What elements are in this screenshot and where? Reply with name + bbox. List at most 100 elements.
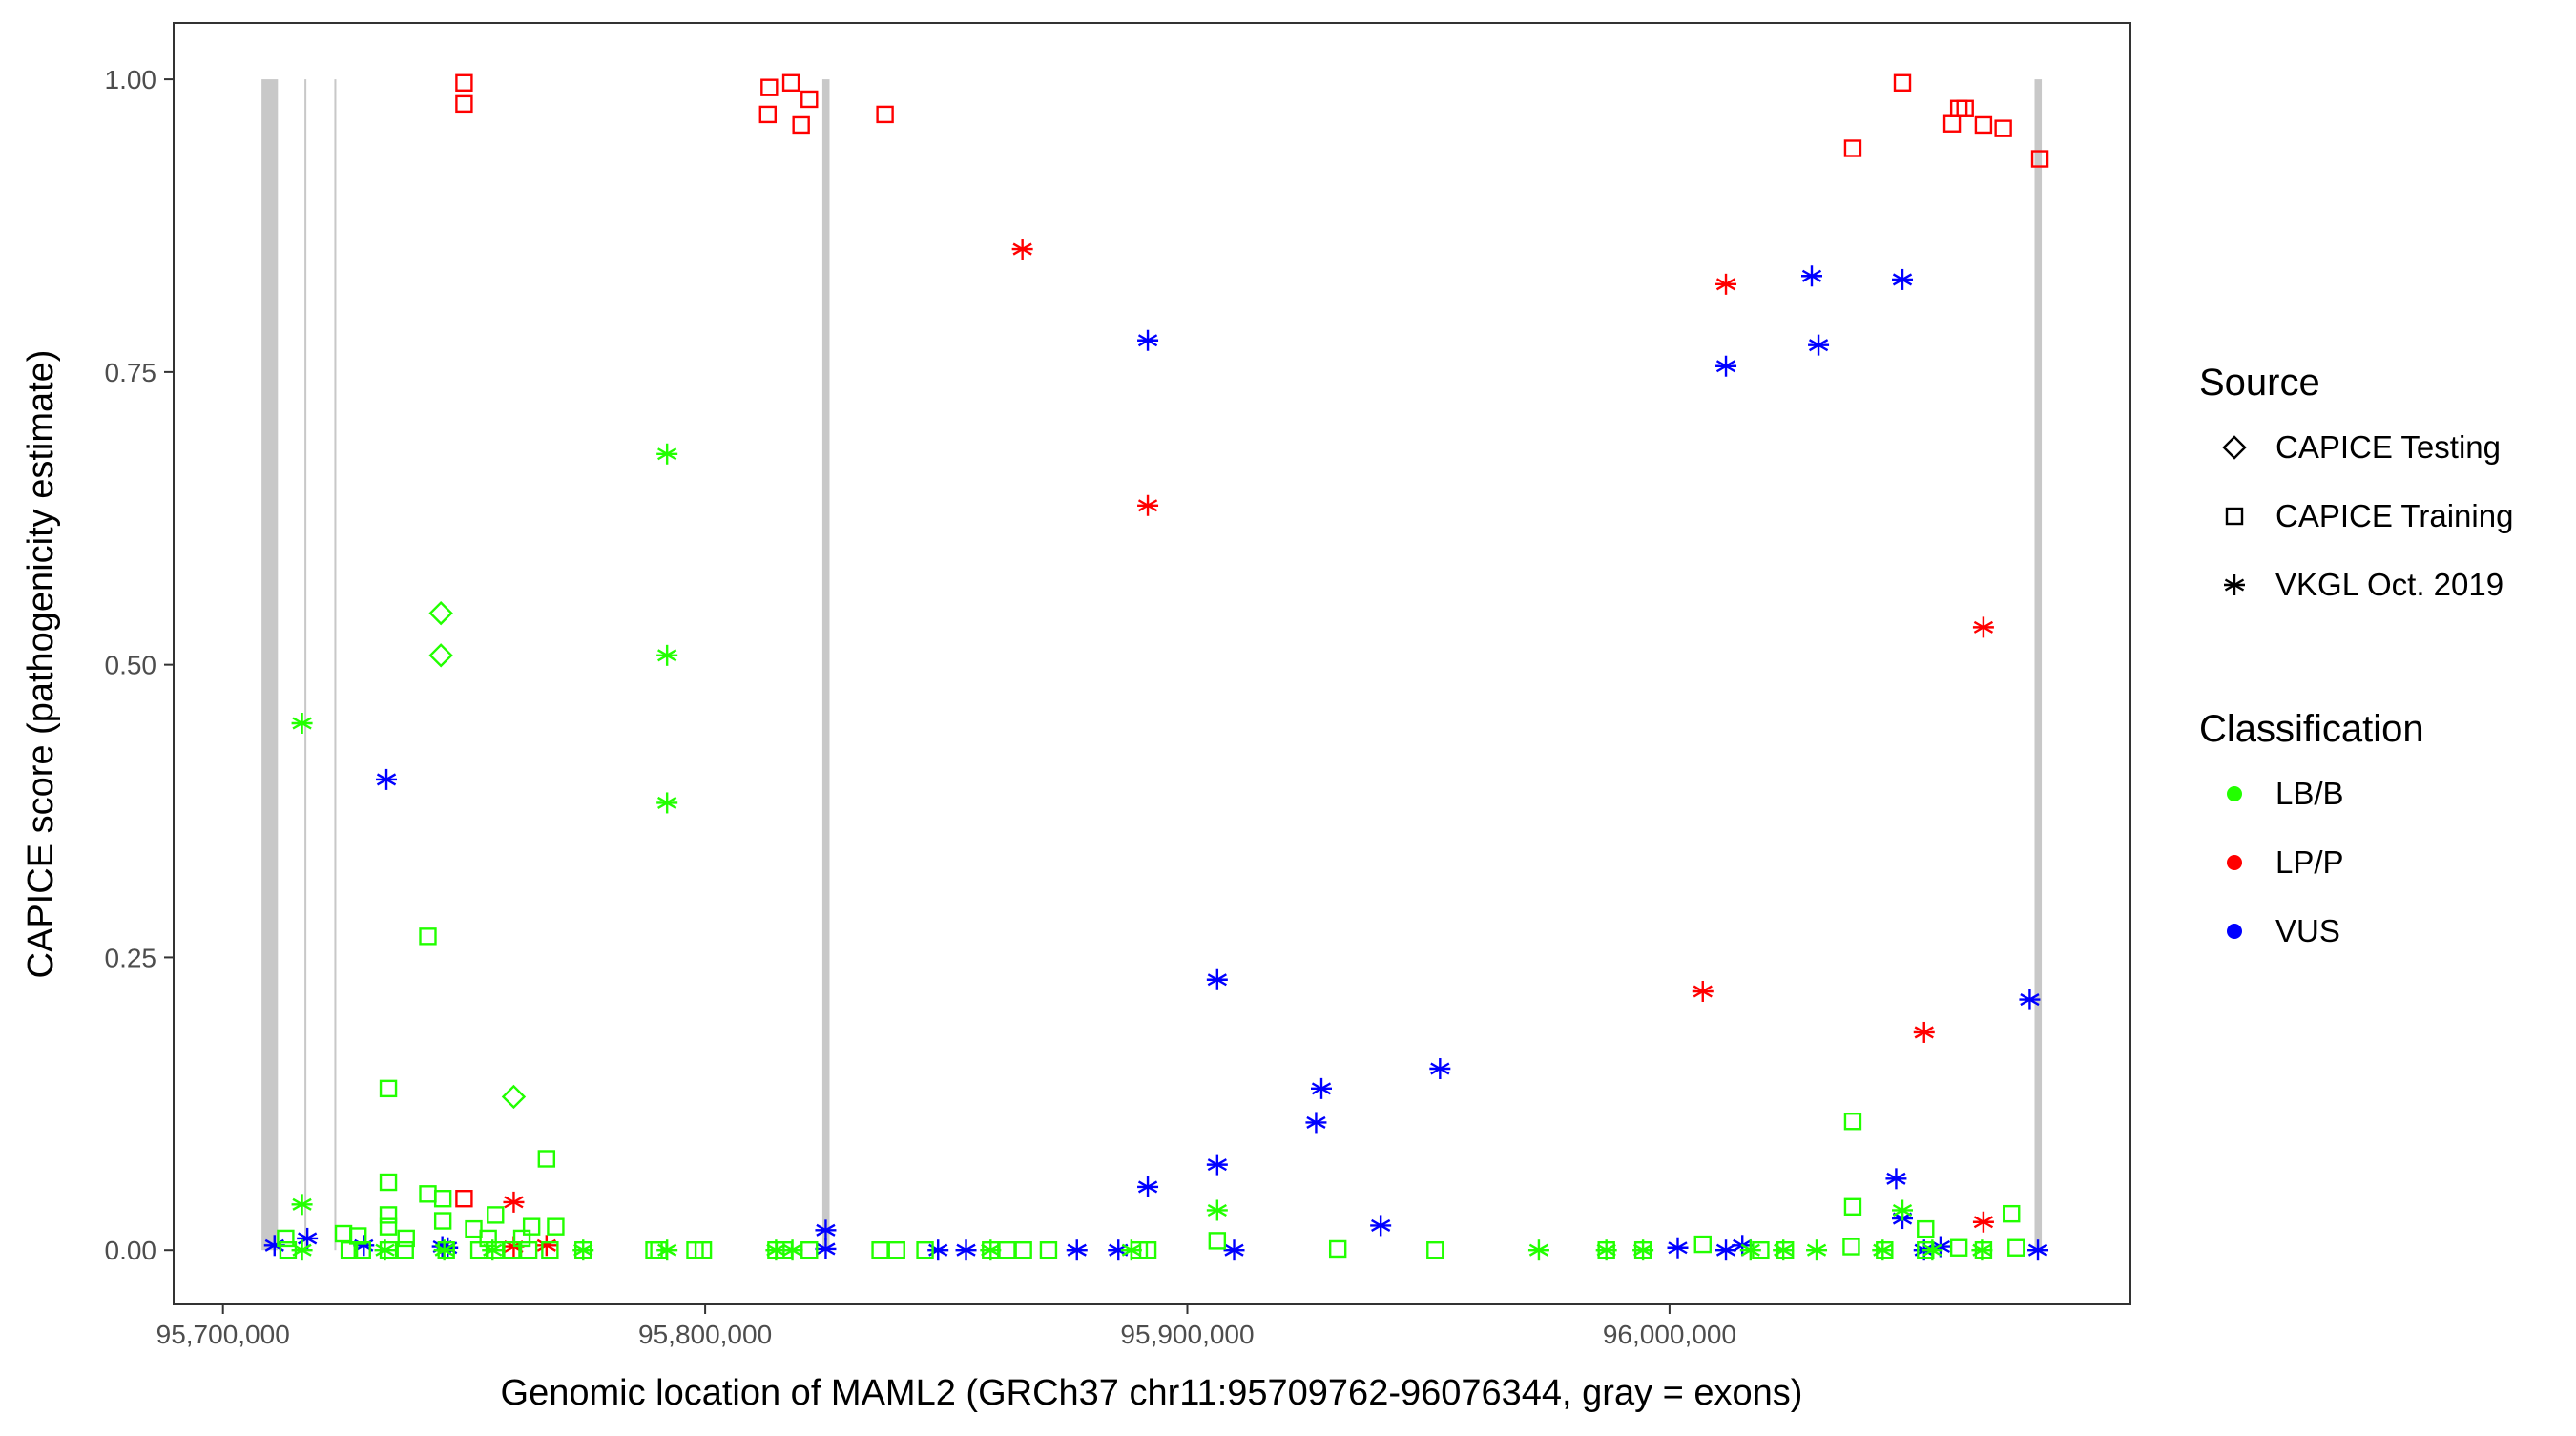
data-point <box>887 1240 905 1259</box>
data-point <box>396 1240 414 1259</box>
data-point <box>379 1217 398 1236</box>
y-tick-label: 0.25 <box>105 943 157 972</box>
data-point <box>1843 139 1862 157</box>
legend-source-title: Source <box>2199 362 2320 404</box>
data-point <box>501 1084 527 1110</box>
data-point <box>353 1240 371 1259</box>
data-point <box>1843 1197 1862 1216</box>
data-point <box>1206 1154 1228 1176</box>
data-point <box>1715 273 1737 295</box>
data-point <box>792 115 810 135</box>
data-point <box>1876 1240 1894 1259</box>
data-point <box>650 1240 668 1259</box>
data-point <box>1752 1240 1770 1259</box>
data-point <box>574 1240 592 1259</box>
data-point <box>656 644 678 666</box>
y-tick-label: 0.50 <box>105 651 157 680</box>
data-point <box>760 78 779 96</box>
data-point <box>277 1229 295 1248</box>
data-point <box>1956 99 1974 117</box>
data-point <box>1206 1199 1228 1221</box>
exon-band <box>304 79 307 1251</box>
exon-band <box>2034 79 2043 1251</box>
data-point <box>1776 1240 1795 1259</box>
data-point <box>535 1235 557 1257</box>
y-axis: 0.00 0.25 0.50 0.75 1.00 <box>105 65 174 1265</box>
exon-band <box>334 79 337 1251</box>
data-point <box>1800 265 1822 287</box>
data-point <box>433 1190 452 1208</box>
data-point <box>871 1240 889 1259</box>
data-point <box>1137 1176 1159 1197</box>
y-tick-label: 0.00 <box>105 1236 157 1265</box>
data-point <box>1667 1237 1689 1259</box>
data-point <box>428 600 453 626</box>
data-point <box>455 1190 473 1208</box>
data-point <box>1429 1057 1451 1079</box>
data-point <box>379 1173 398 1192</box>
data-point <box>1949 99 1968 117</box>
legend-class-label: LB/B <box>2275 776 2344 811</box>
data-point <box>397 1229 415 1248</box>
data-point <box>1843 1113 1862 1131</box>
data-point <box>1715 1239 1737 1261</box>
legend-source-label: CAPICE Training <box>2275 498 2513 533</box>
data-point <box>781 73 800 92</box>
data-point <box>379 1240 398 1259</box>
legend-class-title: Classification <box>2199 708 2424 750</box>
data-point <box>1972 616 1994 638</box>
data-point <box>800 1240 819 1259</box>
x-tick-label: 96,000,000 <box>1603 1320 1736 1349</box>
data-point <box>519 1240 538 1259</box>
data-point <box>437 1240 455 1259</box>
y-axis-title: CAPICE score (pathogenicity estimate) <box>21 350 61 979</box>
data-point <box>1892 268 1914 290</box>
data-point <box>2003 1204 2021 1223</box>
data-point <box>522 1217 541 1236</box>
data-points <box>263 73 2049 1261</box>
legend-color-dot-icon <box>2227 924 2242 939</box>
data-point <box>1739 1239 1761 1261</box>
data-point <box>1633 1240 1652 1259</box>
exon-band <box>821 79 830 1251</box>
data-point <box>1692 981 1714 1003</box>
data-point <box>1138 1240 1157 1259</box>
data-point <box>2030 150 2049 168</box>
data-point <box>291 1194 313 1216</box>
data-point <box>541 1240 559 1259</box>
data-point <box>455 73 473 92</box>
data-point <box>428 643 453 668</box>
data-point <box>1597 1240 1615 1259</box>
x-tick-label: 95,800,000 <box>638 1320 772 1349</box>
legend-class-label: VUS <box>2275 913 2340 948</box>
data-point <box>1370 1215 1392 1237</box>
data-point <box>656 443 678 465</box>
data-point <box>1974 1240 1993 1259</box>
data-point <box>876 105 894 124</box>
data-point <box>656 792 678 814</box>
data-point <box>775 1240 794 1259</box>
legend: Source Classification CAPICE Testing CAPI… <box>2199 362 2513 948</box>
data-point <box>340 1240 359 1259</box>
data-point <box>1223 1239 1245 1261</box>
data-point <box>1942 114 1962 133</box>
data-point <box>487 1206 505 1224</box>
x-axis-title: Genomic location of MAML2 (GRCh37 chr11:… <box>501 1373 1803 1413</box>
data-point <box>1206 968 1228 990</box>
data-point <box>1913 1021 1935 1043</box>
data-point <box>1011 239 1033 260</box>
data-point <box>503 1240 521 1259</box>
x-tick-label: 95,700,000 <box>156 1320 290 1349</box>
data-point <box>334 1224 353 1243</box>
data-point <box>2027 1239 2049 1261</box>
data-point <box>1917 1219 1935 1238</box>
data-point <box>1693 1235 1712 1254</box>
data-point <box>1208 1232 1227 1250</box>
data-point <box>2007 1238 2025 1257</box>
data-point <box>1137 494 1159 516</box>
exon-bands <box>261 79 2043 1251</box>
data-point <box>547 1217 565 1236</box>
data-point <box>1994 119 2012 137</box>
data-point <box>291 713 313 735</box>
data-point <box>1137 329 1159 351</box>
